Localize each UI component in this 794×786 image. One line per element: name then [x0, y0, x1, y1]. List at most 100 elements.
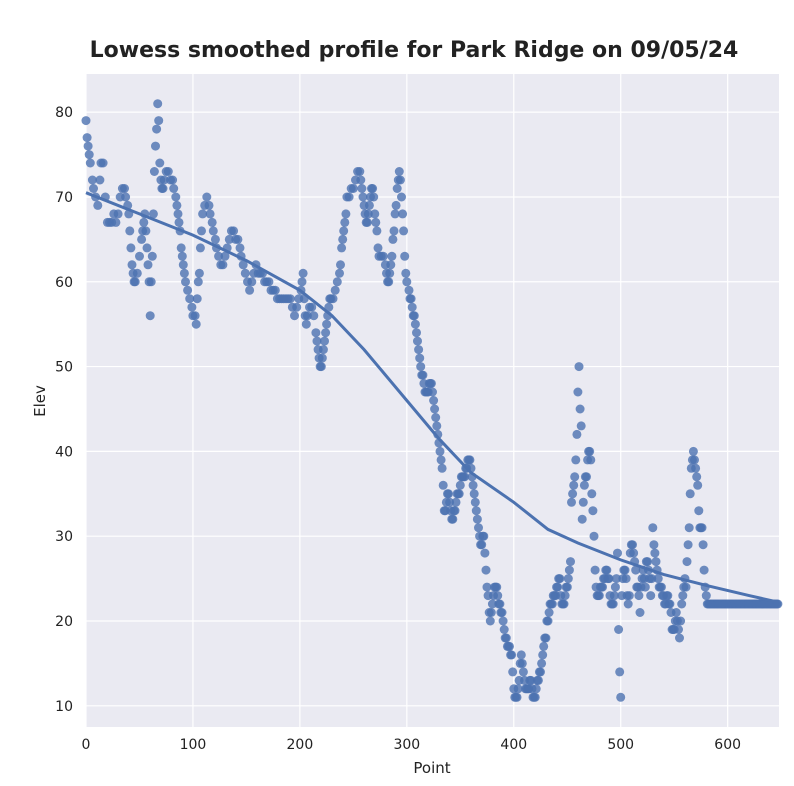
scatter-point	[301, 319, 311, 329]
scatter-point	[675, 633, 684, 643]
scatter-point	[371, 217, 381, 227]
scatter-point	[181, 277, 190, 287]
scatter-point	[120, 184, 129, 193]
scatter-point	[87, 175, 97, 185]
scatter-point	[485, 616, 495, 626]
scatter-point	[82, 133, 92, 143]
scatter-point	[386, 260, 396, 270]
scatter-point	[179, 268, 189, 278]
scatter-point	[338, 234, 348, 244]
scatter-point	[127, 260, 137, 270]
scatter-point	[610, 582, 620, 592]
scatter-point	[493, 591, 503, 601]
scatter-point	[384, 277, 394, 287]
y-tick-label: 40	[55, 444, 73, 460]
scatter-point	[578, 497, 588, 507]
scatter-point	[450, 506, 460, 516]
scatter-point	[569, 480, 579, 490]
scatter-point	[193, 277, 203, 287]
scatter-point	[111, 217, 121, 227]
scatter-point	[585, 446, 595, 456]
scatter-point	[431, 413, 441, 422]
scatter-point	[185, 294, 195, 304]
scatter-point	[643, 557, 652, 567]
scatter-point	[142, 243, 152, 253]
scatter-point	[399, 226, 409, 236]
scatter-point	[451, 497, 461, 507]
scatter-point	[544, 608, 554, 617]
scatter-point	[631, 565, 641, 575]
scatter-point	[143, 260, 153, 270]
scatter-point	[410, 319, 420, 329]
y-tick-label: 60	[55, 275, 73, 291]
scatter-point	[430, 404, 440, 414]
scatter-point	[586, 455, 596, 465]
scatter-point	[194, 268, 204, 278]
scatter-point	[187, 302, 197, 312]
scatter-point	[335, 268, 344, 278]
scatter-point	[444, 489, 453, 499]
scatter-point	[154, 116, 164, 126]
scatter-point	[168, 175, 178, 185]
scatter-point	[516, 650, 526, 660]
scatter-point	[575, 404, 585, 414]
scatter-point	[270, 285, 280, 295]
scatter-point	[692, 472, 702, 482]
scatter-point	[191, 319, 201, 329]
scatter-point	[598, 582, 607, 592]
scatter-point	[218, 260, 228, 270]
scatter-point	[587, 489, 597, 499]
scatter-point	[292, 302, 302, 312]
x-tick-label: 100	[180, 737, 207, 753]
scatter-point	[576, 421, 586, 431]
scatter-point	[536, 667, 545, 677]
scatter-point	[224, 234, 234, 244]
scatter-point	[373, 243, 383, 253]
scatter-point	[685, 489, 695, 499]
scatter-point	[400, 251, 410, 261]
scatter-point	[481, 565, 491, 575]
scatter-point	[448, 514, 458, 524]
scatter-point	[501, 633, 511, 643]
scatter-point	[624, 591, 634, 601]
scatter-point	[693, 480, 703, 490]
scatter-point	[564, 565, 574, 575]
scatter-point	[153, 99, 163, 109]
y-tick-label: 80	[55, 105, 73, 121]
scatter-point	[135, 251, 144, 261]
scatter-point	[573, 387, 583, 397]
scatter-point	[677, 599, 687, 609]
scatter-point	[195, 243, 205, 253]
scatter-point	[499, 625, 509, 634]
scatter-point	[298, 268, 308, 278]
scatter-point	[364, 200, 374, 210]
scatter-point	[398, 209, 408, 219]
scatter-point	[426, 379, 436, 388]
scatter-point	[507, 650, 517, 660]
scatter-point	[615, 667, 625, 677]
scatter-point	[698, 540, 708, 550]
scatter-point	[479, 531, 489, 541]
scatter-point	[341, 209, 351, 219]
lowess-line	[85, 191, 780, 604]
scatter-point	[465, 455, 475, 465]
scatter-point	[541, 633, 551, 643]
scatter-point	[155, 158, 165, 168]
scatter-point	[372, 226, 382, 236]
scatter-point	[634, 591, 644, 601]
scatter-point	[482, 582, 492, 592]
scatter-point	[512, 692, 522, 702]
scatter-point	[401, 268, 411, 278]
scatter-point	[311, 328, 321, 338]
scatter-point	[363, 209, 373, 219]
scatter-point	[145, 311, 155, 321]
scatter-point	[158, 184, 168, 193]
scatter-point	[678, 591, 688, 601]
scatter-point	[604, 574, 614, 584]
scatter-point	[309, 311, 319, 321]
scatter-point	[508, 667, 518, 677]
y-tick-label: 20	[55, 614, 73, 630]
scatter-point	[414, 345, 424, 355]
scatter-point	[651, 557, 661, 567]
